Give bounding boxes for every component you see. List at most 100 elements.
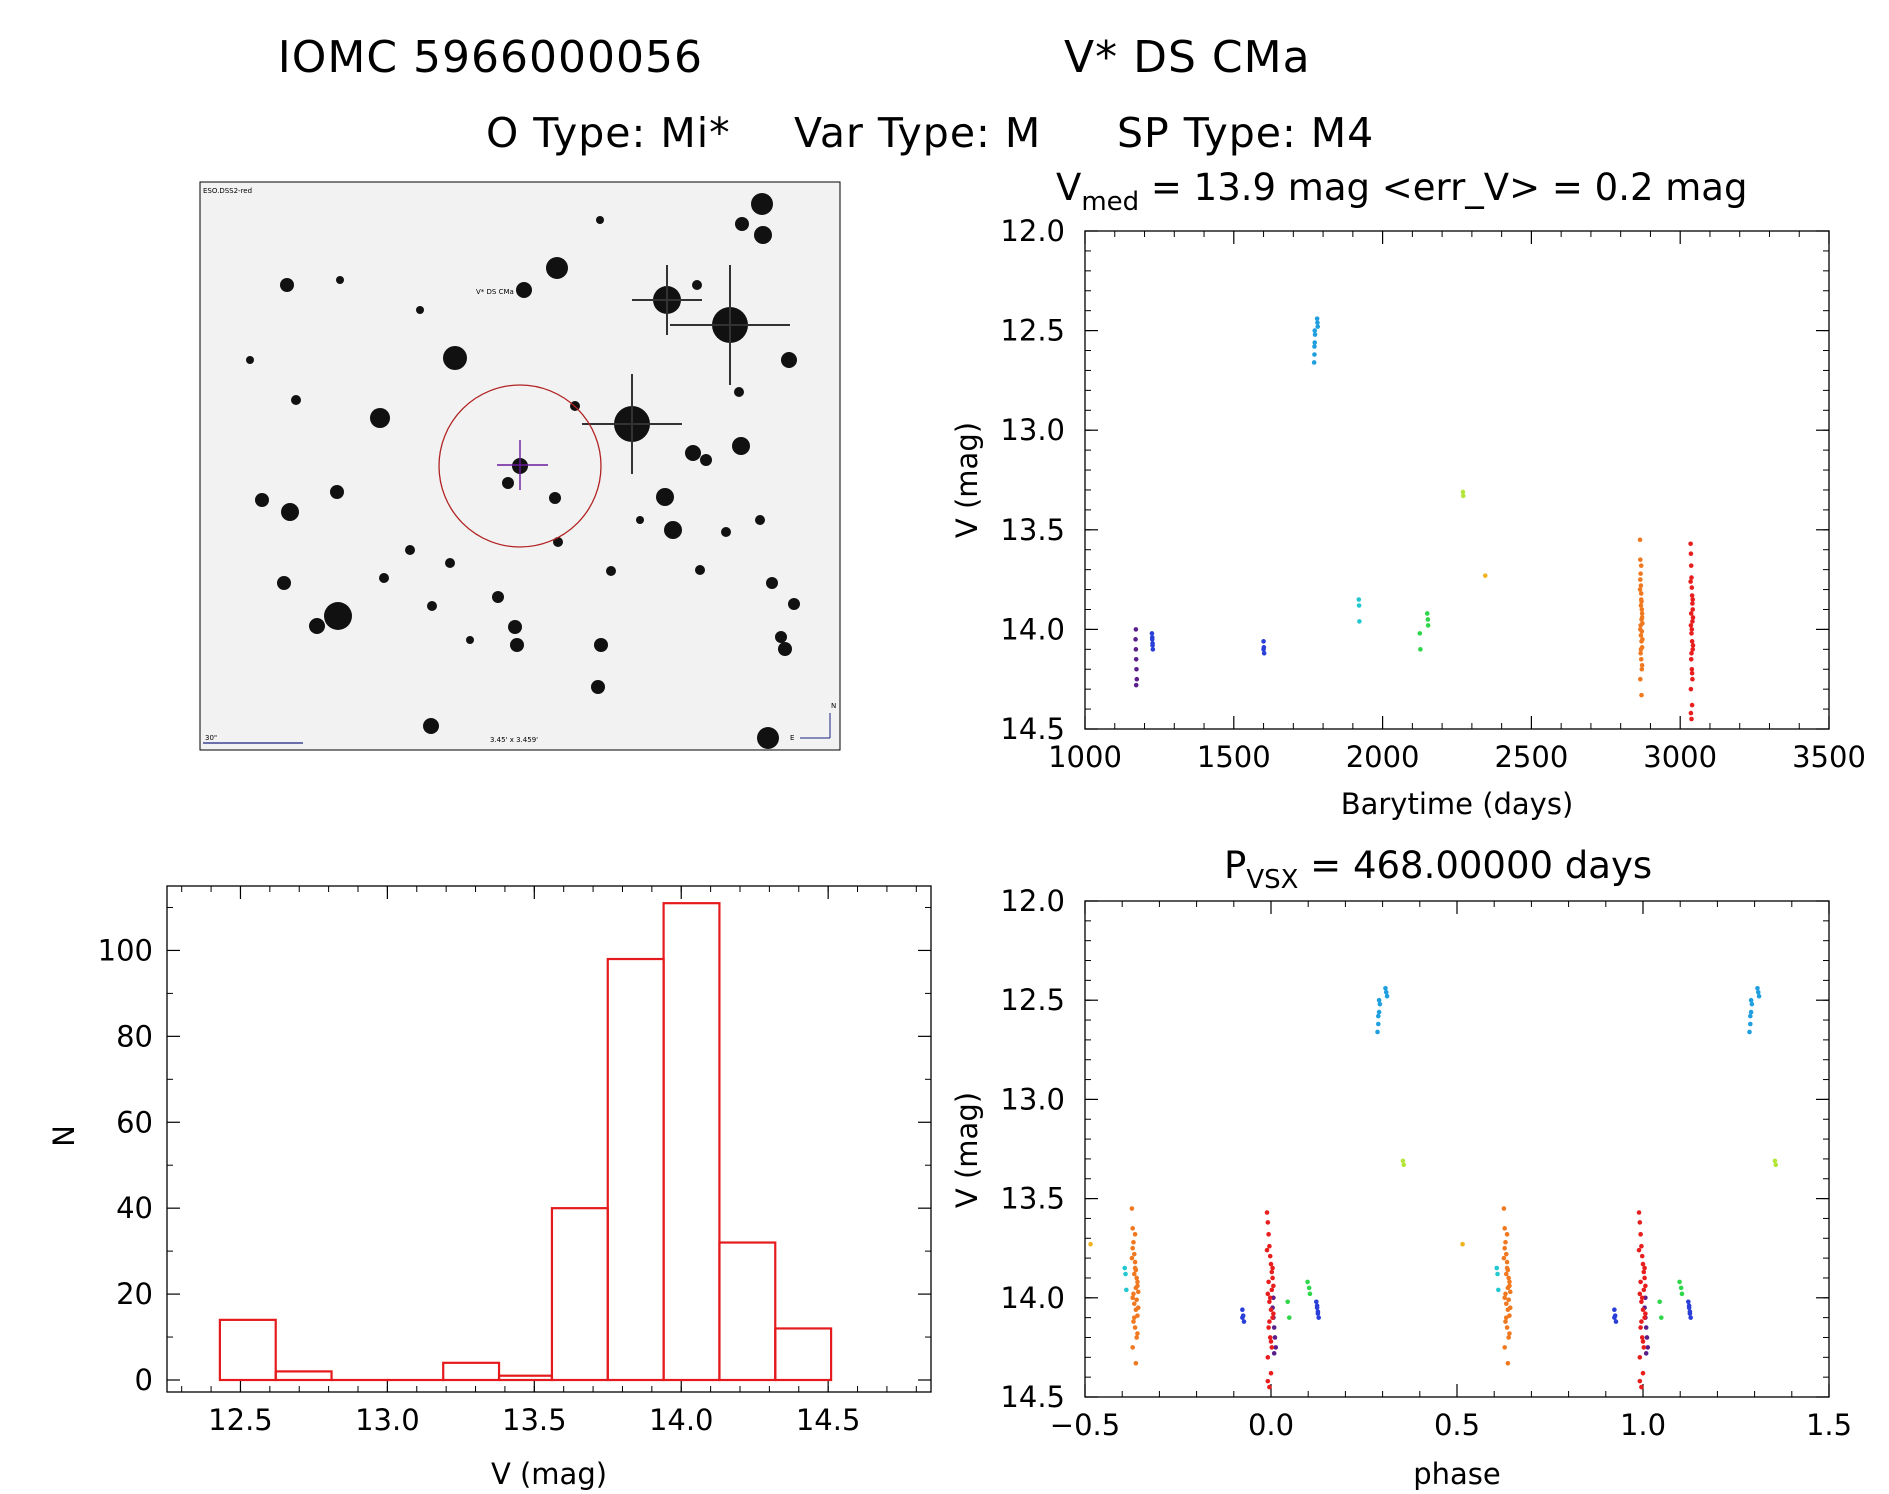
lightcurve-point: [1312, 332, 1318, 337]
sky-star: [656, 488, 674, 506]
phased-point: [1636, 1210, 1642, 1215]
lightcurve-point: [1688, 686, 1694, 692]
phased-point: [1132, 1232, 1138, 1237]
phased-point: [1688, 1315, 1693, 1320]
phased-point: [1264, 1247, 1270, 1253]
phased-point: [1505, 1360, 1511, 1366]
sky-star: [516, 282, 532, 298]
phased-point: [1641, 1287, 1647, 1293]
phased-point: [1507, 1289, 1513, 1295]
phased-point: [1135, 1289, 1141, 1295]
lightcurve-point: [1312, 328, 1318, 333]
phased-point: [1503, 1315, 1509, 1320]
phased-point: [1612, 1315, 1617, 1320]
sky-star: [596, 216, 604, 224]
sky-star: [309, 618, 325, 634]
sky-star: [281, 503, 299, 521]
phased-point: [1748, 997, 1754, 1003]
target-label: V* DS CMa: [476, 288, 514, 296]
phased-point: [1376, 1009, 1382, 1015]
phased-point: [1131, 1239, 1136, 1245]
x-tick-label: −0.5: [1050, 1408, 1120, 1442]
lightcurve-point: [1638, 591, 1644, 596]
y-tick-label: 13.0: [1000, 1082, 1065, 1116]
lightcurve-point: [1689, 670, 1695, 676]
lightcurve-point: [1639, 692, 1644, 698]
phased-point: [1507, 1279, 1512, 1285]
phased-point: [1384, 993, 1390, 999]
sky-star: [553, 537, 563, 547]
phased-point: [1773, 1162, 1779, 1168]
phased-point: [1377, 1001, 1383, 1007]
lightcurve-point: [1689, 575, 1694, 580]
phased-point: [1376, 1013, 1381, 1019]
phased-point: [1678, 1285, 1684, 1291]
phased-point: [1502, 1226, 1507, 1231]
compass-rose: N E: [790, 702, 836, 742]
phased-point: [1285, 1299, 1290, 1305]
phased-point: [1504, 1259, 1510, 1265]
x-tick-label: 14.0: [649, 1403, 714, 1437]
lightcurve-point: [1311, 360, 1317, 365]
phased-point: [1315, 1309, 1321, 1314]
y-tick-label: 40: [116, 1191, 153, 1225]
sky-star: [685, 445, 701, 461]
phased-point: [1271, 1311, 1276, 1316]
sky-star: [732, 437, 750, 455]
lightcurve-point: [1133, 656, 1139, 662]
phased-point: [1132, 1325, 1138, 1330]
sky-star: [280, 278, 294, 292]
lightcurve-point: [1149, 635, 1155, 640]
y-tick-label: 14.0: [1000, 612, 1065, 646]
phased-point: [1271, 1295, 1276, 1301]
phased-point: [1496, 1287, 1501, 1293]
phased-point: [1240, 1315, 1245, 1320]
x-tick-label: 1000: [1048, 740, 1122, 774]
sky-star: [664, 521, 682, 539]
phased-point: [1501, 1255, 1507, 1261]
x-tick-label: 13.5: [502, 1403, 567, 1437]
phased-point: [1637, 1220, 1643, 1225]
phased-point: [1643, 1325, 1649, 1330]
sky-image: ESO.DSS2-red V* DS CMa 30" 3.45' x 3.459…: [199, 181, 841, 751]
phased-point: [1503, 1239, 1508, 1245]
lightcurve-point: [1689, 651, 1694, 656]
lightcurve-point: [1689, 666, 1695, 672]
phased-panel: −0.5 0.0 0.5 1.0 1.5 12.0 12.5 13.0 13.5 14.0 14.5…: [950, 844, 1852, 1491]
phased-point: [1640, 1370, 1646, 1376]
y-tick-label: 80: [116, 1019, 153, 1053]
phased-point: [1640, 1307, 1646, 1313]
phased-point: [1286, 1315, 1292, 1320]
histogram-panel: 12.5 13.0 13.5 14.0 14.5 0 20 40 60 80 100 V (mag) N: [47, 885, 932, 1491]
histogram-bar: [718, 1241, 777, 1382]
lightcurve-point: [1639, 617, 1644, 622]
sky-star: [370, 408, 390, 428]
histogram-bar: [662, 902, 721, 1382]
phased-point: [1134, 1275, 1139, 1281]
phased-xlabel: phase: [1413, 1457, 1501, 1491]
phased-point: [1772, 1158, 1778, 1164]
sky-star: [766, 577, 778, 589]
sky-star: [510, 638, 524, 652]
lightcurve-point: [1425, 617, 1431, 622]
histogram-xlabel: V (mag): [491, 1457, 607, 1491]
phased-point: [1503, 1301, 1509, 1307]
phased-point: [1241, 1319, 1247, 1324]
lightcurve-point: [1638, 633, 1644, 638]
lightcurve-point: [1688, 541, 1693, 547]
phased-point: [1270, 1265, 1275, 1271]
lightcurve-point: [1312, 352, 1317, 357]
phased-point: [1612, 1307, 1617, 1313]
phased-point: [1383, 989, 1389, 995]
phased-point: [1637, 1378, 1643, 1384]
lightcurve-point: [1424, 611, 1430, 616]
phased-point: [1134, 1297, 1139, 1303]
sptype-label: SP Type: M4: [1117, 109, 1374, 157]
histogram-ylabel: N: [47, 1125, 81, 1147]
phased-point: [1503, 1271, 1509, 1277]
phased-point: [1644, 1335, 1650, 1340]
phased-point: [1749, 1001, 1755, 1007]
lightcurve-point: [1690, 607, 1695, 612]
phased-point: [1135, 1305, 1141, 1311]
phased-ylabel: V (mag): [950, 1092, 984, 1208]
